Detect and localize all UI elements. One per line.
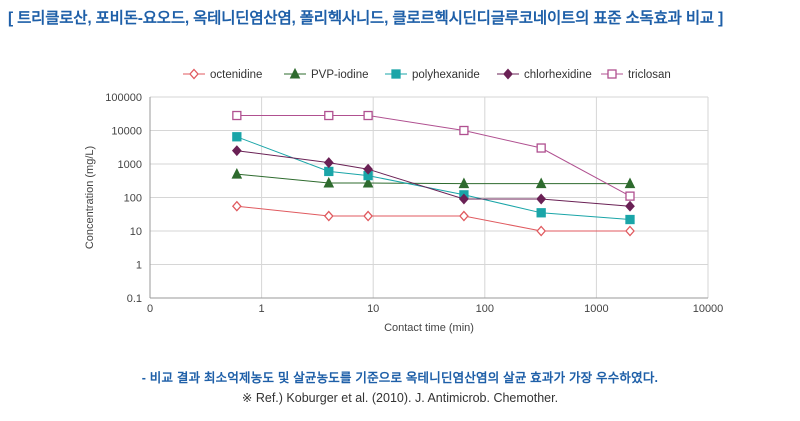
- legend-label: chlorhexidine: [524, 69, 592, 81]
- legend-marker: [189, 68, 199, 80]
- data-point: [324, 110, 334, 121]
- data-point: [231, 167, 243, 179]
- data-point: [459, 210, 469, 222]
- series-line: [236, 173, 630, 185]
- series-line: [236, 150, 631, 207]
- series-pvp-iodine: [231, 167, 636, 189]
- chart-series: [231, 110, 636, 237]
- data-point: [459, 125, 469, 136]
- x-tick-label: 0: [147, 303, 153, 315]
- data-point: [363, 210, 373, 222]
- legend-marker: [289, 67, 301, 79]
- data-point: [323, 157, 334, 169]
- y-tick-label: 10000: [111, 126, 142, 138]
- page-title: [ 트리클로산, 포비돈-요오드, 옥테니딘염산염, 폴리헥사니드, 클로르헥시…: [8, 10, 724, 27]
- y-tick-label: 100: [124, 193, 142, 205]
- chart-axes: 0.1 1 10 100 1000 10000 100000 0 1 10 100 1000 10000: [105, 92, 723, 315]
- series-triclosan: [232, 110, 635, 201]
- data-point: [231, 145, 242, 157]
- result-note: - 비교 결과 최소억제농도 및 살균농도를 기준으로 옥테니딘염산염의 살균 …: [141, 371, 659, 385]
- legend-label: octenidine: [210, 69, 262, 81]
- legend-marker: [391, 69, 401, 79]
- series-octenidine: [231, 200, 635, 237]
- series-chlorhexidine: [231, 145, 635, 212]
- legend-item: octenidine: [183, 68, 262, 81]
- data-point: [362, 176, 374, 188]
- data-point: [624, 177, 636, 189]
- data-point: [323, 210, 334, 222]
- series-line: [236, 136, 631, 220]
- data-point: [625, 225, 635, 237]
- data-point: [536, 193, 547, 205]
- x-tick-label: 10: [367, 303, 379, 315]
- data-point: [232, 110, 242, 121]
- x-tick-label: 100: [476, 303, 494, 315]
- data-point: [231, 200, 242, 212]
- y-tick-label: 10: [130, 226, 142, 238]
- legend-label: triclosan: [628, 69, 671, 81]
- data-point: [363, 163, 373, 175]
- y-tick-label: 0.1: [127, 293, 142, 305]
- data-point: [625, 200, 635, 212]
- legend-marker: [503, 68, 513, 80]
- x-tick-label: 10000: [693, 303, 724, 315]
- data-point: [536, 225, 547, 237]
- legend-item: chlorhexidine: [497, 68, 592, 81]
- y-tick-label: 100000: [105, 92, 142, 104]
- x-axis-label: Contact time (min): [384, 322, 474, 334]
- legend-marker: [607, 69, 617, 79]
- data-point: [536, 143, 546, 153]
- data-point: [323, 176, 335, 188]
- y-axis-label: Concentration (mg/L): [84, 146, 96, 249]
- x-tick-label: 1: [259, 303, 265, 315]
- x-tick-label: 1000: [584, 303, 608, 315]
- data-point: [536, 208, 546, 218]
- y-tick-label: 1000: [118, 159, 142, 171]
- data-point: [458, 177, 470, 189]
- data-point: [535, 177, 547, 189]
- y-tick-label: 1: [136, 260, 142, 272]
- data-point: [324, 166, 334, 177]
- data-point: [232, 132, 242, 142]
- series-polyhexanide: [232, 132, 635, 225]
- data-point: [625, 191, 635, 201]
- series-line: [236, 115, 631, 197]
- legend-item: polyhexanide: [385, 69, 480, 81]
- series-line: [236, 205, 630, 232]
- chart-grid: [150, 96, 709, 298]
- legend-label: PVP-iodine: [311, 69, 369, 81]
- chart-legend: octenidine PVP-iodine polyhexanide chlorhex…: [183, 67, 671, 81]
- data-point: [363, 110, 373, 121]
- legend-item: triclosan: [601, 69, 671, 81]
- legend-item: PVP-iodine: [284, 67, 369, 81]
- data-point: [459, 193, 469, 205]
- reference-note: ※ Ref.) Koburger et al. (2010). J. Antim…: [241, 391, 559, 405]
- data-point: [625, 214, 635, 225]
- legend-label: polyhexanide: [412, 69, 480, 81]
